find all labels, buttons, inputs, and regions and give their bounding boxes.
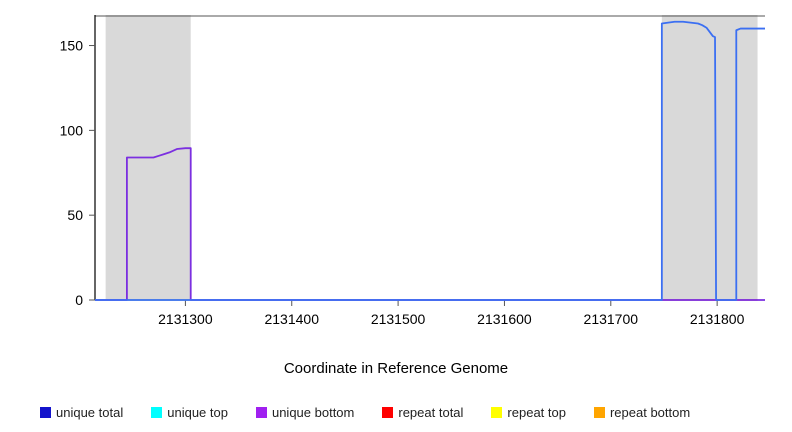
y-tick-label: 0 — [75, 292, 83, 308]
legend-swatch-repeat-top — [491, 407, 502, 418]
legend-swatch-unique-bottom — [256, 407, 267, 418]
legend-item-repeat-top[interactable]: repeat top — [491, 405, 566, 420]
x-tick-label: 2131800 — [690, 311, 745, 327]
y-axis-ticks: 0 50 100 150 — [60, 38, 95, 308]
x-tick-label: 2131600 — [477, 311, 532, 327]
y-tick-label: 50 — [67, 207, 83, 223]
legend-item-unique-bottom[interactable]: unique bottom — [256, 405, 354, 420]
legend-label-repeat-total: repeat total — [398, 405, 463, 420]
legend-swatch-repeat-bottom — [594, 407, 605, 418]
legend: unique total unique top unique bottom re… — [40, 400, 780, 425]
legend-label-repeat-top: repeat top — [507, 405, 566, 420]
legend-label-unique-top: unique top — [167, 405, 228, 420]
legend-item-unique-total[interactable]: unique total — [40, 405, 123, 420]
x-axis-ticks: 2131300 2131400 2131500 2131600 2131700 21318… — [158, 300, 744, 327]
legend-item-unique-top[interactable]: unique top — [151, 405, 228, 420]
chart-root: Read Coverage Depth Coordinate in Refere… — [0, 0, 792, 432]
x-tick-label: 2131300 — [158, 311, 213, 327]
legend-swatch-unique-top — [151, 407, 162, 418]
legend-item-repeat-total[interactable]: repeat total — [382, 405, 463, 420]
legend-item-repeat-bottom[interactable]: repeat bottom — [594, 405, 690, 420]
shaded-region — [662, 15, 758, 300]
legend-label-repeat-bottom: repeat bottom — [610, 405, 690, 420]
legend-label-unique-bottom: unique bottom — [272, 405, 354, 420]
y-tick-label: 150 — [60, 38, 84, 54]
y-tick-label: 100 — [60, 122, 84, 138]
legend-label-unique-total: unique total — [56, 405, 123, 420]
legend-swatch-repeat-total — [382, 407, 393, 418]
x-tick-label: 2131400 — [264, 311, 319, 327]
x-tick-label: 2131700 — [584, 311, 639, 327]
x-tick-label: 2131500 — [371, 311, 426, 327]
legend-swatch-unique-total — [40, 407, 51, 418]
